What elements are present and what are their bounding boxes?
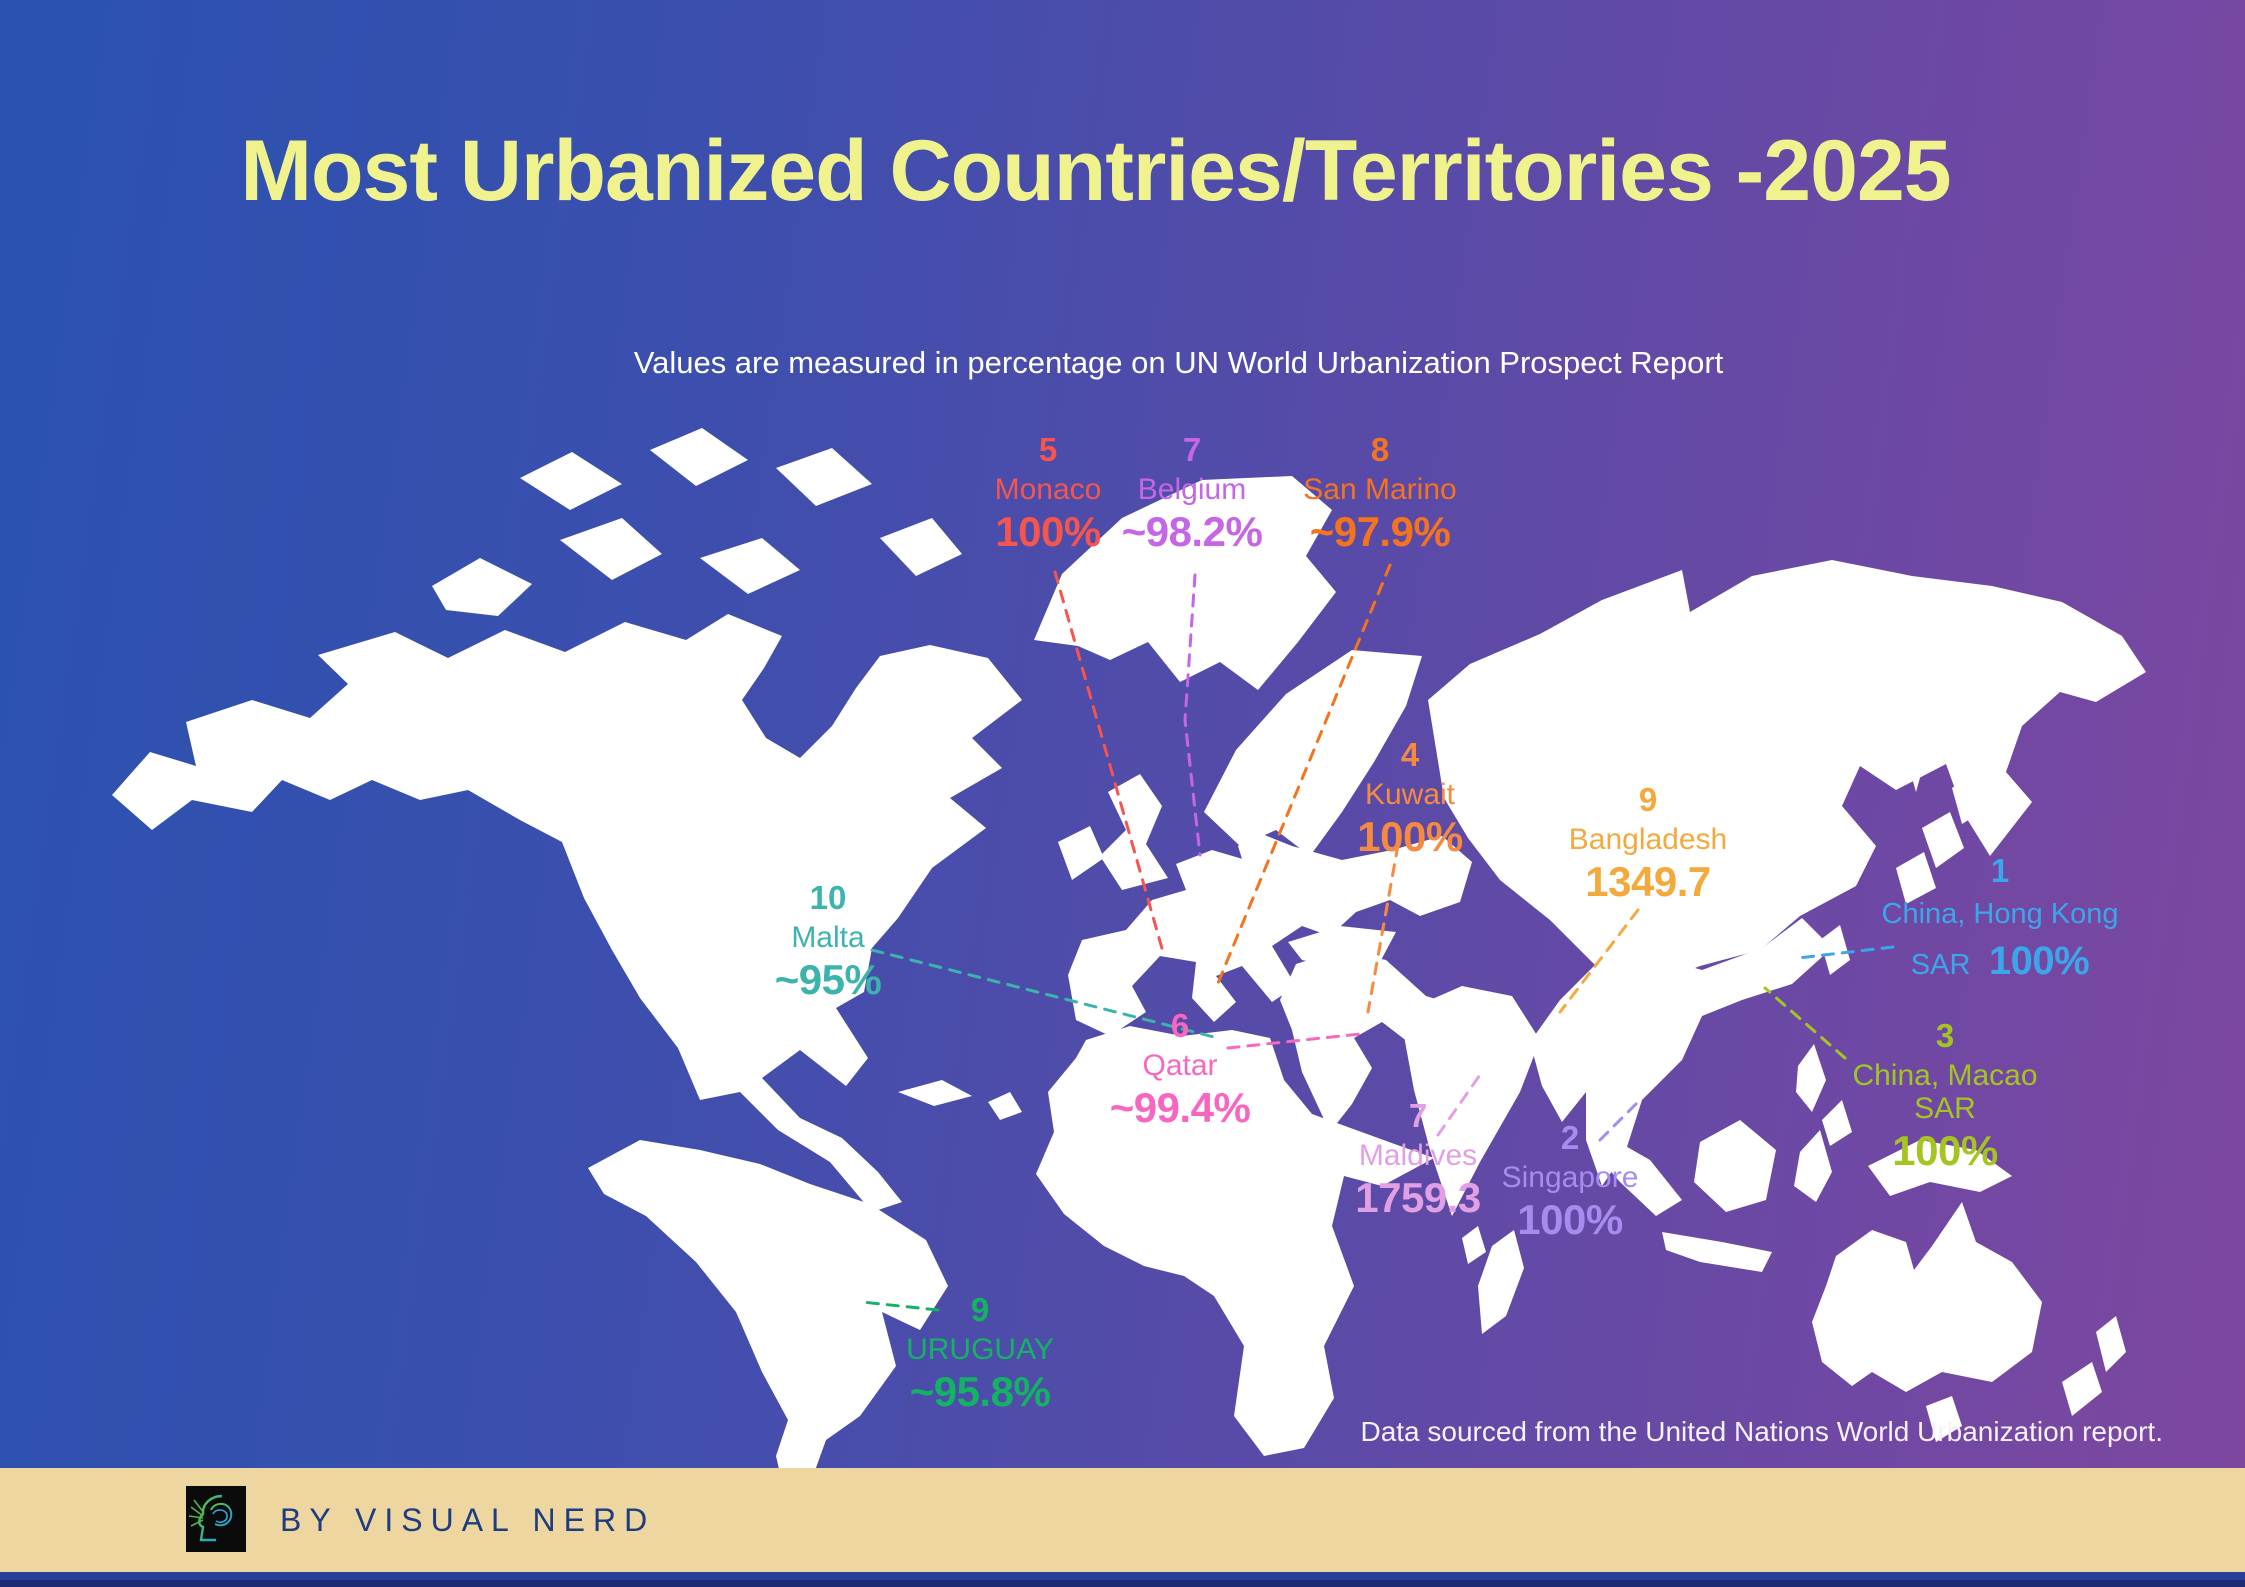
callout-sanmarino: 8 San Marino ~97.9% xyxy=(1255,431,1505,556)
leader-line-bangladesh xyxy=(1558,908,1640,1014)
subtitle: Values are measured in percentage on UN … xyxy=(633,345,1724,380)
callout-hongkong: 1 China, Hong Kong SAR 100% xyxy=(1880,852,2120,988)
continent-north-america xyxy=(112,428,1022,1212)
callout-qatar: 6 Qatar ~99.4% xyxy=(1055,1007,1305,1132)
callout-rank: 10 xyxy=(809,879,847,916)
callout-country-name: Kuwait xyxy=(1364,778,1456,812)
visual-nerd-brain-logo xyxy=(186,1480,246,1558)
callout-kuwait: 4 Kuwait 100% xyxy=(1285,736,1535,861)
callout-value: 100% xyxy=(1892,1127,1998,1175)
callout-maldives: 7 Maldives 1759.3 xyxy=(1293,1097,1543,1222)
source-note: Data sourced from the United Nations Wor… xyxy=(1360,1416,2163,1447)
callout-value: ~95% xyxy=(774,956,882,1004)
callout-country-name: China, Macao SAR xyxy=(1852,1059,2038,1126)
callout-rank: 8 xyxy=(1370,431,1390,468)
leader-line-hongkong xyxy=(1796,945,1895,960)
footer-band: BY VISUAL NERD xyxy=(0,1468,2245,1572)
callout-value: 1759.3 xyxy=(1355,1174,1481,1222)
callout-singapore: 2 Singapore 100% xyxy=(1445,1119,1695,1244)
callout-rank: 6 xyxy=(1170,1007,1190,1044)
callout-country-name: Singapore xyxy=(1501,1161,1639,1195)
callout-rank: 3 xyxy=(1935,1017,1955,1054)
callout-country-name: Maldives xyxy=(1358,1139,1478,1173)
callout-rank: 9 xyxy=(1638,781,1658,818)
callout-belgium: 7 Belgium ~98.2% xyxy=(1067,431,1317,556)
leader-line-monaco xyxy=(1053,570,1165,954)
continent-oceania xyxy=(1812,1202,2126,1442)
callout-value: ~95.8% xyxy=(909,1368,1051,1416)
callout-rank: 9 xyxy=(970,1291,990,1328)
callout-monaco: 5 Monaco 100% xyxy=(923,431,1173,556)
leader-line-belgium xyxy=(1183,573,1202,857)
callout-malta: 10 Malta ~95% xyxy=(703,879,953,1004)
page-title: Most Urbanized Countries/Territories -20… xyxy=(240,123,1951,219)
callout-value: 100% xyxy=(1988,939,2090,984)
callout-name-value-flow: China, Hong Kong SAR 100% xyxy=(1880,895,2120,988)
leader-line-kuwait xyxy=(1366,843,1400,1014)
callout-macao: 3 China, Macao SAR 100% xyxy=(1820,1017,2070,1175)
callout-rank: 5 xyxy=(1038,431,1058,468)
callout-value: 1349.7 xyxy=(1585,858,1711,906)
callout-country-name: Malta xyxy=(791,921,865,955)
callout-bangladesh: 9 Bangladesh 1349.7 xyxy=(1523,781,1773,906)
callout-value: ~97.9% xyxy=(1309,508,1451,556)
callout-country-name: Qatar xyxy=(1142,1049,1218,1083)
callout-value: 100% xyxy=(995,508,1101,556)
callout-value: ~99.4% xyxy=(1109,1084,1251,1132)
callout-rank: 2 xyxy=(1560,1119,1580,1156)
callout-country-name: San Marino xyxy=(1303,473,1457,507)
callout-uruguay: 9 URUGUAY ~95.8% xyxy=(855,1291,1105,1416)
callout-rank: 7 xyxy=(1408,1097,1428,1134)
callout-rank: 7 xyxy=(1182,431,1202,468)
callout-country-name: URUGUAY xyxy=(906,1333,1054,1367)
callout-country-name: Monaco xyxy=(994,473,1102,507)
callout-value: 100% xyxy=(1517,1196,1623,1244)
footer-byline: BY VISUAL NERD xyxy=(280,1501,656,1538)
callout-country-name: Belgium xyxy=(1137,473,1247,507)
callout-rank: 4 xyxy=(1400,736,1420,773)
callout-country-name: China, Hong Kong SAR xyxy=(1881,898,2119,982)
bottom-strip xyxy=(0,1572,2245,1580)
bottom-edge xyxy=(0,1580,2245,1587)
callout-value: 100% xyxy=(1357,813,1463,861)
callout-value: ~98.2% xyxy=(1121,508,1263,556)
callout-rank: 1 xyxy=(1990,852,2010,889)
callout-country-name: Bangladesh xyxy=(1568,823,1728,857)
